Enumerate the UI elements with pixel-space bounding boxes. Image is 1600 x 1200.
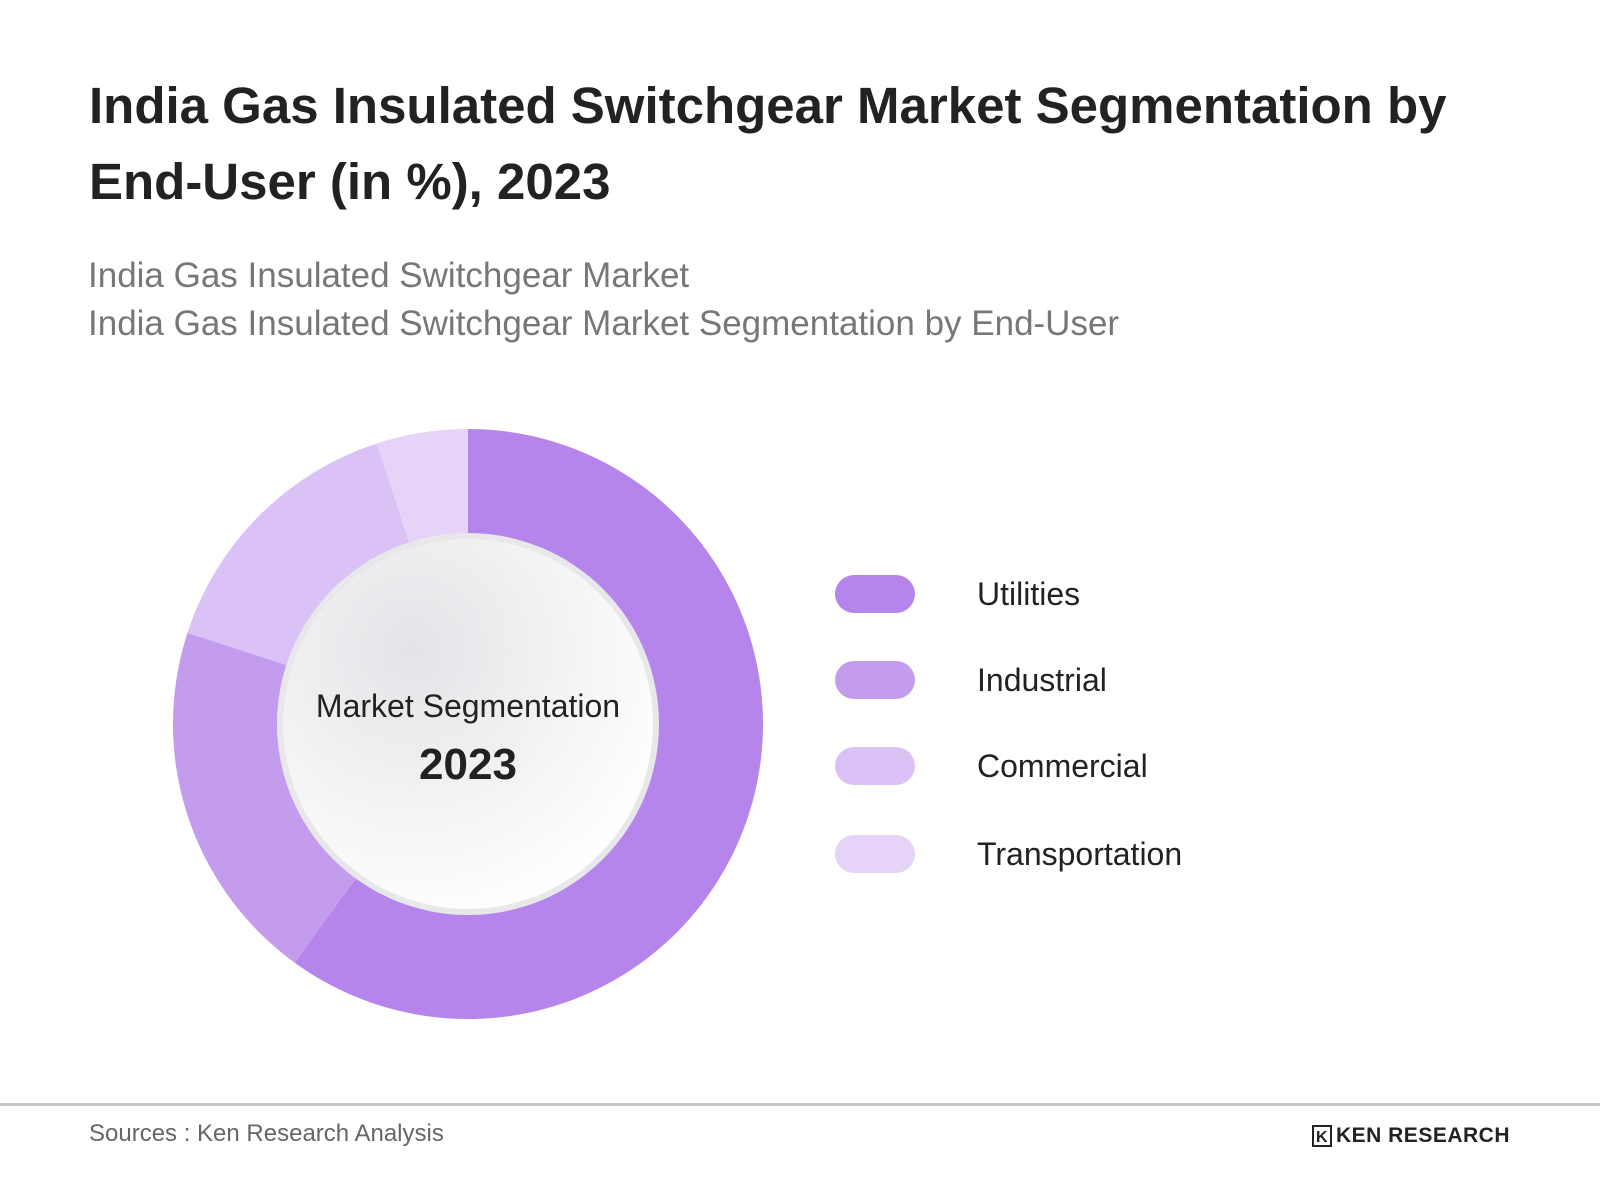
slice-utilities (294, 429, 763, 1019)
slice-transportation (376, 429, 468, 545)
legend-label: Utilities (977, 576, 1081, 612)
slice-commercial (187, 443, 410, 666)
subtitle-1: India Gas Insulated Switchgear Market (88, 256, 690, 295)
slice-industrial (172, 632, 357, 963)
logo-text: KEN RESEARCH (1335, 1124, 1510, 1147)
chart-title: India Gas Insulated Switchgear Market Se… (89, 77, 1447, 210)
legend-label: Commercial (977, 748, 1148, 784)
legend-swatch (835, 835, 915, 873)
legend-label: Industrial (977, 662, 1107, 698)
center-label: Market Segmentation (315, 688, 621, 724)
legend-swatch (835, 747, 915, 785)
center-disc (283, 539, 653, 909)
legend-label: Transportation (977, 836, 1183, 872)
legend-swatch (835, 661, 915, 699)
ken-research-logo: K KEN RESEARCH (1311, 1124, 1510, 1148)
footer-divider (0, 1103, 1600, 1106)
source-note: Sources : Ken Research Analysis (89, 1120, 444, 1147)
center-year: 2023 (419, 740, 517, 789)
logo-mark-icon: K (1311, 1125, 1332, 1147)
subtitle-2: India Gas Insulated Switchgear Market Se… (88, 304, 1120, 343)
legend-swatch (835, 575, 915, 613)
